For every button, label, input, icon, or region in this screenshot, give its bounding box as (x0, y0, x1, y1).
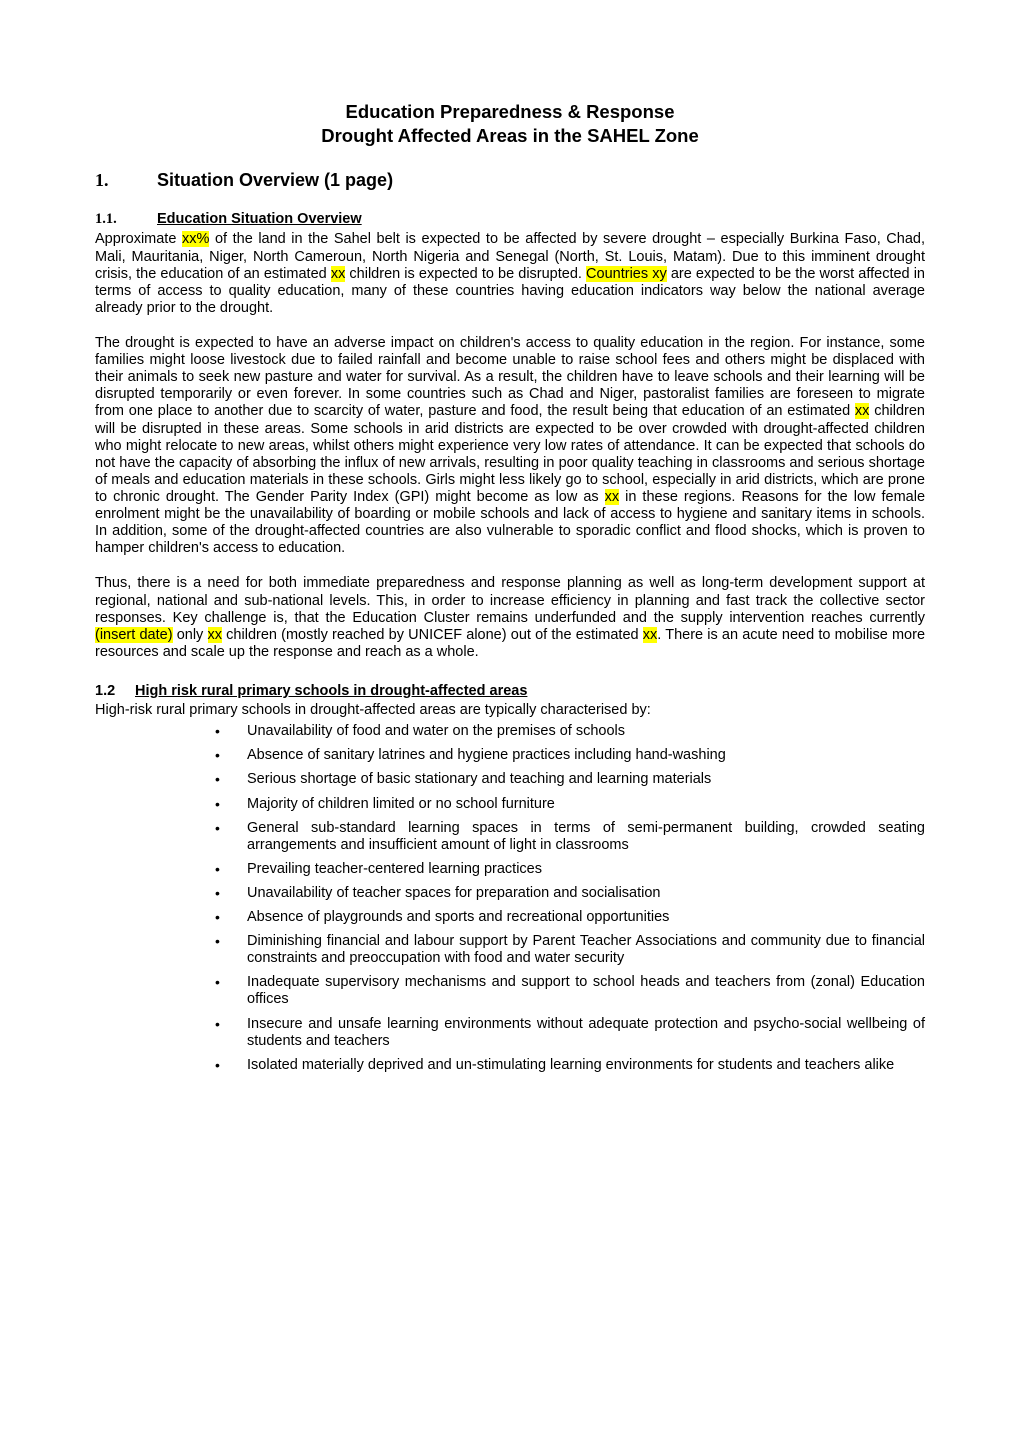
subsection-1-2-intro: High-risk rural primary schools in droug… (95, 702, 925, 719)
document-title-block: Education Preparedness & Response Drough… (95, 100, 925, 148)
list-item: General sub-standard learning spaces in … (215, 820, 925, 854)
list-item: Unavailability of teacher spaces for pre… (215, 885, 925, 902)
title-line-2: Drought Affected Areas in the SAHEL Zone (95, 124, 925, 148)
list-item: Unavailability of food and water on the … (215, 723, 925, 740)
p3-text-2: only (173, 627, 208, 643)
p1-text-1: Approximate (95, 231, 182, 247)
list-item: Majority of children limited or no schoo… (215, 796, 925, 813)
subsection-1-2-label: High risk rural primary schools in droug… (135, 683, 527, 699)
p3-highlight-2: xx (208, 627, 223, 643)
section-1-number: 1. (95, 170, 157, 191)
list-item: Prevailing teacher-centered learning pra… (215, 861, 925, 878)
p2-highlight-2: xx (605, 489, 620, 505)
p1-text-3: children is expected to be disrupted. (345, 266, 586, 282)
list-item: Isolated materially deprived and un-stim… (215, 1057, 925, 1074)
p1-highlight-3: Countries xy (586, 266, 667, 282)
p2-text-1: The drought is expected to have an adver… (95, 335, 925, 419)
subsection-1-1-number: 1.1. (95, 211, 157, 228)
p3-highlight-3: xx (643, 627, 658, 643)
list-item: Insecure and unsafe learning environment… (215, 1016, 925, 1050)
section-1-label: Situation Overview (1 page) (157, 170, 393, 190)
paragraph-2: The drought is expected to have an adver… (95, 335, 925, 557)
title-line-1: Education Preparedness & Response (95, 100, 925, 124)
p3-highlight-1: (insert date) (95, 627, 173, 643)
list-item: Absence of playgrounds and sports and re… (215, 909, 925, 926)
list-item: Serious shortage of basic stationary and… (215, 771, 925, 788)
subsection-1-1-label: Education Situation Overview (157, 211, 362, 227)
p1-highlight-2: xx (331, 266, 346, 282)
subsection-1-2-heading: 1.2High risk rural primary schools in dr… (95, 683, 925, 700)
p2-highlight-1: xx (855, 403, 870, 419)
characteristics-list: Unavailability of food and water on the … (95, 723, 925, 1074)
section-1-heading: 1.Situation Overview (1 page) (95, 170, 925, 191)
subsection-1-2-number: 1.2 (95, 683, 135, 700)
list-item: Diminishing financial and labour support… (215, 933, 925, 967)
paragraph-3: Thus, there is a need for both immediate… (95, 575, 925, 661)
list-item: Inadequate supervisory mechanisms and su… (215, 974, 925, 1008)
paragraph-1: Approximate xx% of the land in the Sahel… (95, 231, 925, 317)
p3-text-3: children (mostly reached by UNICEF alone… (222, 627, 643, 643)
subsection-1-1-heading: 1.1.Education Situation Overview (95, 211, 925, 228)
list-item: Absence of sanitary latrines and hygiene… (215, 747, 925, 764)
p3-text-1: Thus, there is a need for both immediate… (95, 575, 925, 625)
p1-highlight-1: xx% (182, 231, 209, 247)
